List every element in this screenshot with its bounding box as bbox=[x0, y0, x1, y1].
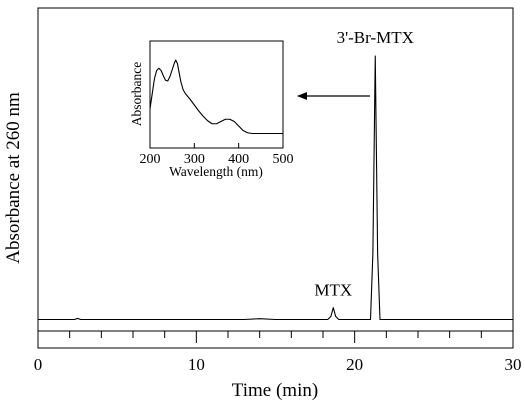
x-axis-tick-labels: 0 10 20 30 bbox=[34, 355, 522, 374]
peak-label-mtx: MTX bbox=[314, 281, 352, 300]
inset-plot-frame bbox=[149, 40, 284, 149]
x-tick-label: 30 bbox=[505, 355, 522, 374]
x-tick-label: 10 bbox=[188, 355, 205, 374]
x-tick-label: 20 bbox=[346, 355, 363, 374]
inset-x-axis-ticks bbox=[149, 143, 284, 148]
inset-x-tick-label: 200 bbox=[140, 152, 161, 167]
peak-label-3-br-mtx: 3'-Br-MTX bbox=[337, 28, 414, 47]
chromatogram-trace bbox=[38, 55, 513, 321]
x-axis-ticks bbox=[37, 331, 514, 343]
inset-x-axis-tick-labels: 200 300 400 500 bbox=[140, 152, 294, 167]
inset-x-tick-label: 500 bbox=[273, 152, 294, 167]
inset-x-axis-title: Wavelength (nm) bbox=[169, 164, 263, 179]
inset-y-axis-title: Absorbance bbox=[129, 62, 144, 126]
x-tick-label: 0 bbox=[34, 355, 43, 374]
inset-x-tick-label: 400 bbox=[228, 152, 249, 167]
main-plot-frame bbox=[37, 7, 514, 349]
inset-x-tick-label: 300 bbox=[184, 152, 205, 167]
x-axis-title: Time (min) bbox=[232, 380, 318, 401]
y-axis-title: Absorbance at 260 nm bbox=[3, 92, 24, 264]
uv-spectrum-trace bbox=[149, 59, 283, 135]
